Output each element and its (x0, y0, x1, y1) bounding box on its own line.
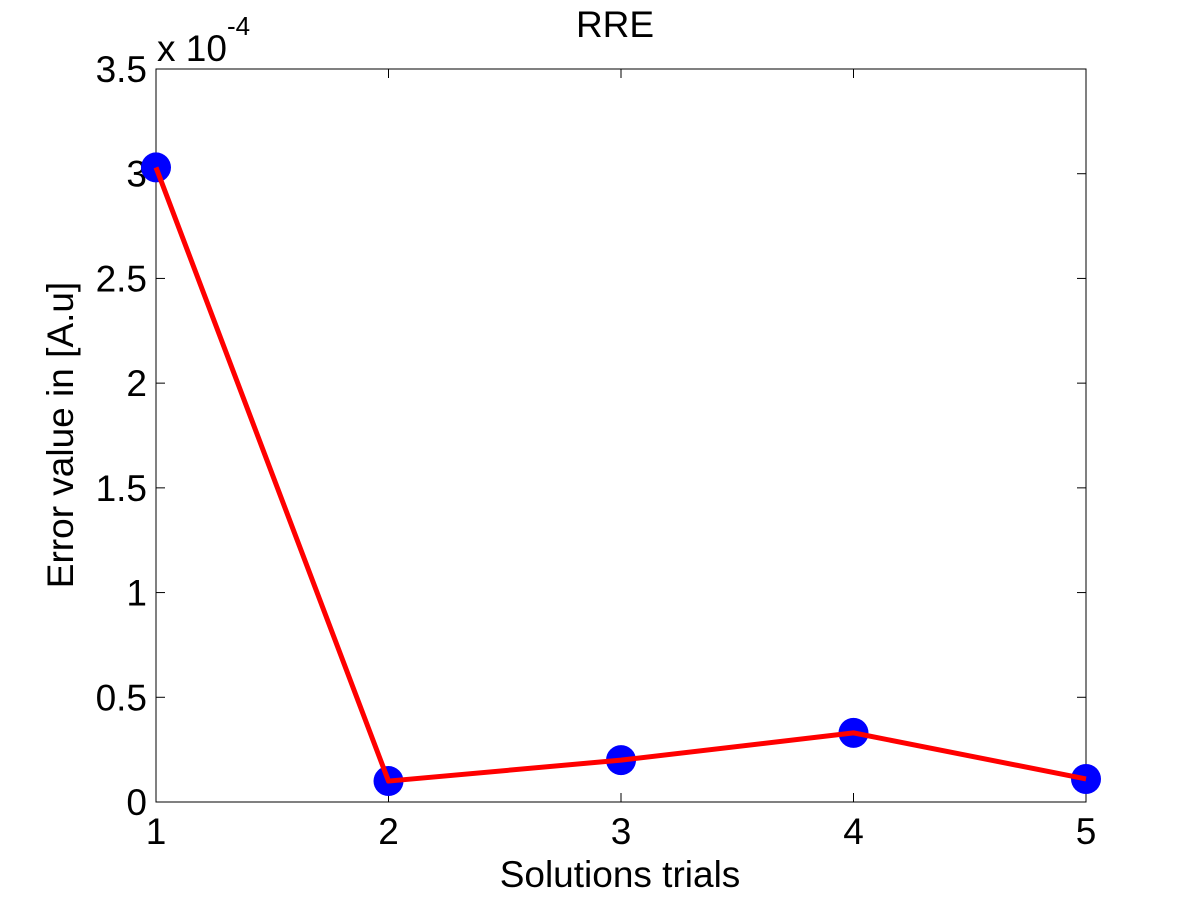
chart-title: RRE (576, 4, 654, 45)
x-tick-label: 3 (611, 811, 632, 852)
y-multiplier-exponent: -4 (227, 11, 250, 41)
x-axis-label: Solutions trials (500, 854, 741, 895)
tick-labels: 1 2 3 4 500.511.522.533.5 (96, 49, 1097, 852)
y-axis-label: Error value in [A.u] (40, 282, 81, 588)
x-tick-label: 4 (843, 811, 864, 852)
y-tick-label: 2 (126, 363, 147, 404)
y-tick-label: 3.5 (96, 49, 147, 90)
y-multiplier-base: x 10 (157, 28, 227, 69)
x-tick-label: 5 (1076, 811, 1097, 852)
axis-ticks (155, 68, 1087, 803)
x-tick-label: 2 (378, 811, 399, 852)
y-axis-multiplier: x 10-4 (157, 11, 250, 69)
plot-area (155, 68, 1087, 803)
series-line (153, 166, 1087, 784)
series-layer (141, 152, 1101, 797)
y-tick-label: 0 (126, 782, 147, 823)
y-tick-label: 0.5 (96, 677, 147, 718)
y-tick-label: 2.5 (96, 258, 147, 299)
y-tick-label: 1 (126, 573, 147, 614)
x-tick-label: 1 (146, 811, 167, 852)
y-tick-label: 1.5 (96, 468, 147, 509)
